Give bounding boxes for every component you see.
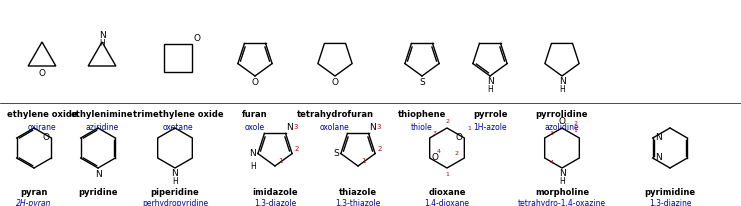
Text: 2: 2	[454, 151, 459, 156]
Text: oxirane: oxirane	[27, 123, 56, 132]
Text: pyran: pyran	[20, 188, 47, 197]
Text: pyridine: pyridine	[79, 188, 118, 197]
Text: tetrahydro-1,4-oxazine: tetrahydro-1,4-oxazine	[518, 199, 606, 206]
Text: 4: 4	[436, 149, 441, 154]
Text: thiole: thiole	[411, 123, 433, 132]
Text: H: H	[559, 85, 565, 94]
Text: azolidine: azolidine	[545, 123, 579, 132]
Text: S: S	[333, 149, 339, 158]
Text: 1: 1	[278, 158, 282, 164]
Text: 3: 3	[550, 131, 554, 136]
Text: N: N	[287, 123, 293, 132]
Text: 2H-pyran: 2H-pyran	[16, 199, 52, 206]
Text: O: O	[39, 69, 45, 78]
Text: N: N	[99, 31, 105, 40]
Text: N: N	[559, 169, 565, 178]
Text: N: N	[172, 169, 179, 178]
Text: oxole: oxole	[245, 123, 265, 132]
Text: O: O	[42, 133, 50, 143]
Text: N: N	[370, 123, 376, 132]
Text: H: H	[559, 177, 565, 186]
Text: 2: 2	[377, 146, 382, 152]
Text: dioxane: dioxane	[428, 188, 466, 197]
Text: N: N	[655, 153, 662, 163]
Text: S: S	[419, 78, 425, 87]
Text: 1,3-diazole: 1,3-diazole	[254, 199, 296, 206]
Text: thiophene: thiophene	[398, 110, 446, 119]
Text: 1: 1	[445, 172, 449, 177]
Text: trimethylene oxide: trimethylene oxide	[133, 110, 223, 119]
Text: O: O	[331, 78, 339, 87]
Text: O: O	[251, 78, 259, 87]
Text: 2: 2	[445, 119, 449, 124]
Text: 2: 2	[294, 146, 299, 152]
Text: 1H-azole: 1H-azole	[473, 123, 507, 132]
Text: H: H	[172, 177, 178, 186]
Text: imidazole: imidazole	[252, 188, 298, 197]
Text: N: N	[487, 77, 494, 86]
Text: H: H	[250, 162, 256, 171]
Text: 1: 1	[574, 128, 577, 133]
Text: N: N	[95, 170, 102, 179]
Text: 3: 3	[293, 124, 298, 130]
Text: 1,3-thiazole: 1,3-thiazole	[336, 199, 381, 206]
Text: O: O	[559, 117, 565, 126]
Text: piperidine: piperidine	[150, 188, 199, 197]
Text: pyrrolidine: pyrrolidine	[536, 110, 588, 119]
Text: H: H	[99, 39, 105, 48]
Text: N: N	[559, 77, 565, 86]
Text: 3: 3	[376, 124, 381, 130]
Text: O: O	[455, 133, 462, 143]
Text: thiazole: thiazole	[339, 188, 377, 197]
Text: H: H	[487, 85, 493, 94]
Text: furan: furan	[242, 110, 268, 119]
Text: oxolane: oxolane	[320, 123, 350, 132]
Text: N: N	[655, 133, 662, 143]
Text: perhydropyridine: perhydropyridine	[142, 199, 208, 206]
Text: N: N	[249, 149, 256, 158]
Text: pyrrole: pyrrole	[473, 110, 508, 119]
Text: 1: 1	[361, 158, 365, 164]
Text: oxetane: oxetane	[163, 123, 193, 132]
Text: 4: 4	[550, 160, 554, 165]
Text: 1,3-diazine: 1,3-diazine	[649, 199, 691, 206]
Text: O: O	[432, 153, 439, 163]
Text: pyrimidine: pyrimidine	[645, 188, 696, 197]
Text: ethylenimine: ethylenimine	[70, 110, 133, 119]
Text: aziridine: aziridine	[85, 123, 119, 132]
Text: 2: 2	[574, 121, 578, 126]
Text: tetrahydrofuran: tetrahydrofuran	[296, 110, 373, 119]
Text: 1,4-dioxane: 1,4-dioxane	[425, 199, 470, 206]
Text: 1: 1	[468, 126, 471, 131]
Text: 3: 3	[433, 131, 436, 136]
Text: morpholine: morpholine	[535, 188, 589, 197]
Text: ethylene oxide: ethylene oxide	[7, 110, 77, 119]
Text: O: O	[194, 34, 201, 43]
